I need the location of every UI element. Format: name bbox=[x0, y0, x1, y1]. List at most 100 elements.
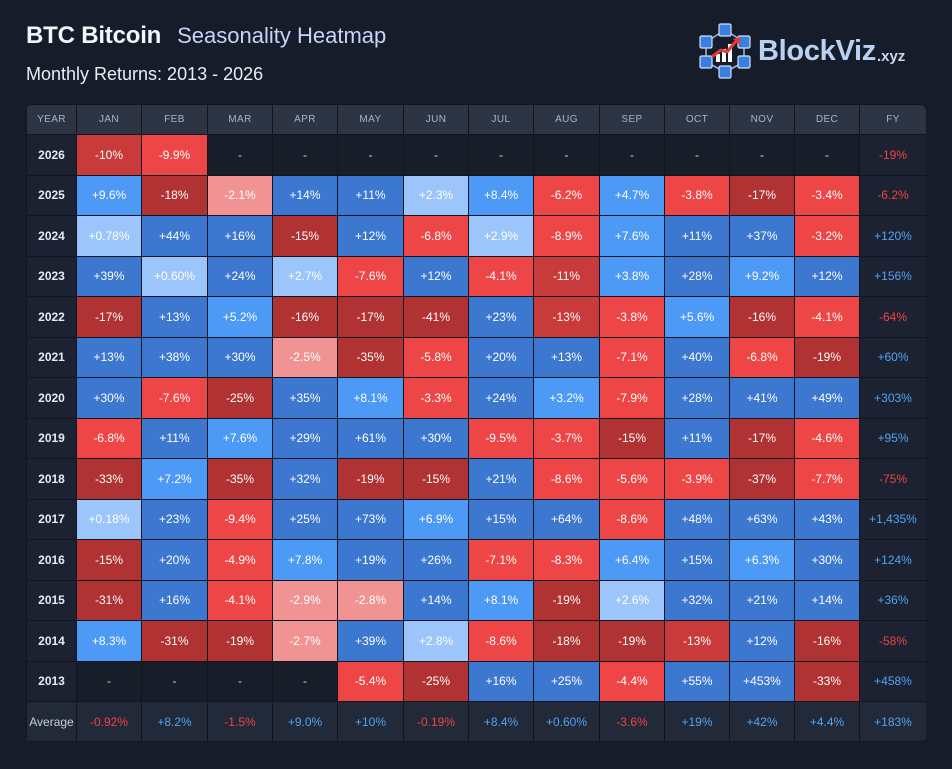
heatmap-cell: -31% bbox=[76, 579, 142, 621]
brand-name: BlockViz bbox=[758, 34, 876, 67]
brand-logo: BlockViz .xyz bbox=[696, 22, 905, 80]
heatmap-cell: -5.4% bbox=[337, 660, 404, 702]
heatmap-cell: -35% bbox=[337, 336, 404, 378]
average-fy-cell: +183% bbox=[859, 701, 926, 742]
heatmap-cell: +61% bbox=[337, 417, 404, 459]
heatmap-cell: -25% bbox=[403, 660, 469, 702]
heatmap-cell: +26% bbox=[403, 539, 469, 581]
header: BTC Bitcoin Seasonality Heatmap Monthly … bbox=[26, 22, 386, 85]
heatmap-cell: +11% bbox=[664, 417, 730, 459]
heatmap-cell: +13% bbox=[533, 336, 600, 378]
chart-title: Seasonality Heatmap bbox=[177, 23, 387, 48]
heatmap-cell: +9.2% bbox=[729, 255, 795, 297]
heatmap-cell: -31% bbox=[141, 620, 208, 662]
heatmap-cell: +8.4% bbox=[468, 174, 534, 216]
average-cell: -3.6% bbox=[599, 701, 665, 742]
heatmap-cell: +6.9% bbox=[403, 498, 469, 540]
year-label: 2022 bbox=[26, 296, 77, 338]
title-row: BTC Bitcoin Seasonality Heatmap bbox=[26, 22, 386, 50]
heatmap-cell: -19% bbox=[533, 579, 600, 621]
heatmap-cell: -13% bbox=[664, 620, 730, 662]
heatmap-cell: +14% bbox=[794, 579, 860, 621]
heatmap-cell: -8.6% bbox=[533, 458, 600, 500]
heatmap-cell: +11% bbox=[664, 215, 730, 257]
year-label: 2023 bbox=[26, 255, 77, 297]
heatmap-cell: +0.18% bbox=[76, 498, 142, 540]
heatmap-cell: - bbox=[599, 134, 665, 176]
heatmap-cell: -15% bbox=[599, 417, 665, 459]
heatmap-cell: -6.8% bbox=[729, 336, 795, 378]
heatmap-cell: +44% bbox=[141, 215, 208, 257]
year-row-2015: 2015 -31% +16% -4.1% -2.9% -2.8% +14% +8.1% -19%… bbox=[26, 579, 926, 621]
heatmap-cell: +32% bbox=[272, 458, 338, 500]
heatmap-cell: -17% bbox=[729, 174, 795, 216]
year-row-2018: 2018 -33% +7.2% -35% +32% -19% -15% +21% -8.6% -5… bbox=[26, 458, 926, 500]
heatmap-cell: - bbox=[729, 134, 795, 176]
heatmap-cell: +29% bbox=[272, 417, 338, 459]
heatmap-cell: +3.2% bbox=[533, 377, 600, 419]
column-header-year: YEAR bbox=[26, 104, 77, 135]
year-label: 2015 bbox=[26, 579, 77, 621]
heatmap-cell: +7.6% bbox=[599, 215, 665, 257]
heatmap-cell: +8.3% bbox=[76, 620, 142, 662]
heatmap-cell: -15% bbox=[76, 539, 142, 581]
heatmap-cell: +64% bbox=[533, 498, 600, 540]
heatmap-cell: -5.6% bbox=[599, 458, 665, 500]
fy-cell: +120% bbox=[859, 215, 926, 257]
fy-cell: +1,435% bbox=[859, 498, 926, 540]
column-header-jan: JAN bbox=[76, 104, 142, 135]
column-header-dec: DEC bbox=[794, 104, 860, 135]
average-cell: +19% bbox=[664, 701, 730, 742]
heatmap-cell: +24% bbox=[207, 255, 273, 297]
heatmap-cell: +43% bbox=[794, 498, 860, 540]
heatmap-cell: +14% bbox=[403, 579, 469, 621]
year-label: 2020 bbox=[26, 377, 77, 419]
heatmap-table-container: YEAR JAN FEB MAR APR MAY JUN JUL AUG SEP OCT NOV DEC… bbox=[26, 104, 926, 743]
heatmap-cell: -8.9% bbox=[533, 215, 600, 257]
heatmap-cell: -8.6% bbox=[468, 620, 534, 662]
heatmap-cell: -16% bbox=[794, 620, 860, 662]
heatmap-cell: +30% bbox=[207, 336, 273, 378]
heatmap-cell: +20% bbox=[141, 539, 208, 581]
heatmap-cell: -7.7% bbox=[794, 458, 860, 500]
heatmap-cell: +0.78% bbox=[76, 215, 142, 257]
heatmap-cell: +7.2% bbox=[141, 458, 208, 500]
heatmap-cell: +28% bbox=[664, 255, 730, 297]
fy-cell: +124% bbox=[859, 539, 926, 581]
heatmap-cell: -7.9% bbox=[599, 377, 665, 419]
heatmap-cell: -4.4% bbox=[599, 660, 665, 702]
heatmap-cell: -18% bbox=[533, 620, 600, 662]
fy-cell: -19% bbox=[859, 134, 926, 176]
average-cell: +42% bbox=[729, 701, 795, 742]
heatmap-cell: -37% bbox=[729, 458, 795, 500]
heatmap-body: 2026 -10% -9.9% - - - - - - - - - - -19% 2025 +9.6% -18%… bbox=[26, 134, 926, 742]
column-header-jun: JUN bbox=[403, 104, 469, 135]
year-label: 2021 bbox=[26, 336, 77, 378]
heatmap-cell: - bbox=[337, 134, 404, 176]
heatmap-cell: +16% bbox=[141, 579, 208, 621]
year-row-2020: 2020 +30% -7.6% -25% +35% +8.1% -3.3% +24% +3.2%… bbox=[26, 377, 926, 419]
heatmap-cell: -2.8% bbox=[337, 579, 404, 621]
column-header-feb: FEB bbox=[141, 104, 208, 135]
average-cell: -1.5% bbox=[207, 701, 273, 742]
fy-cell: -75% bbox=[859, 458, 926, 500]
year-label: 2018 bbox=[26, 458, 77, 500]
heatmap-cell: +55% bbox=[664, 660, 730, 702]
heatmap-cell: - bbox=[664, 134, 730, 176]
heatmap-cell: -3.8% bbox=[664, 174, 730, 216]
heatmap-cell: +3.8% bbox=[599, 255, 665, 297]
heatmap-cell: -16% bbox=[272, 296, 338, 338]
heatmap-cell: +2.8% bbox=[403, 620, 469, 662]
average-cell: +10% bbox=[337, 701, 404, 742]
heatmap-cell: +37% bbox=[729, 215, 795, 257]
heatmap-cell: +12% bbox=[337, 215, 404, 257]
heatmap-cell: +15% bbox=[468, 498, 534, 540]
heatmap-cell: +13% bbox=[141, 296, 208, 338]
heatmap-cell: -3.3% bbox=[403, 377, 469, 419]
heatmap-cell: -11% bbox=[533, 255, 600, 297]
heatmap-cell: +49% bbox=[794, 377, 860, 419]
fy-cell: -58% bbox=[859, 620, 926, 662]
heatmap-cell: -3.9% bbox=[664, 458, 730, 500]
year-row-2024: 2024 +0.78% +44% +16% -15% +12% -6.8% +2.9% -8.9… bbox=[26, 215, 926, 257]
heatmap-cell: -35% bbox=[207, 458, 273, 500]
